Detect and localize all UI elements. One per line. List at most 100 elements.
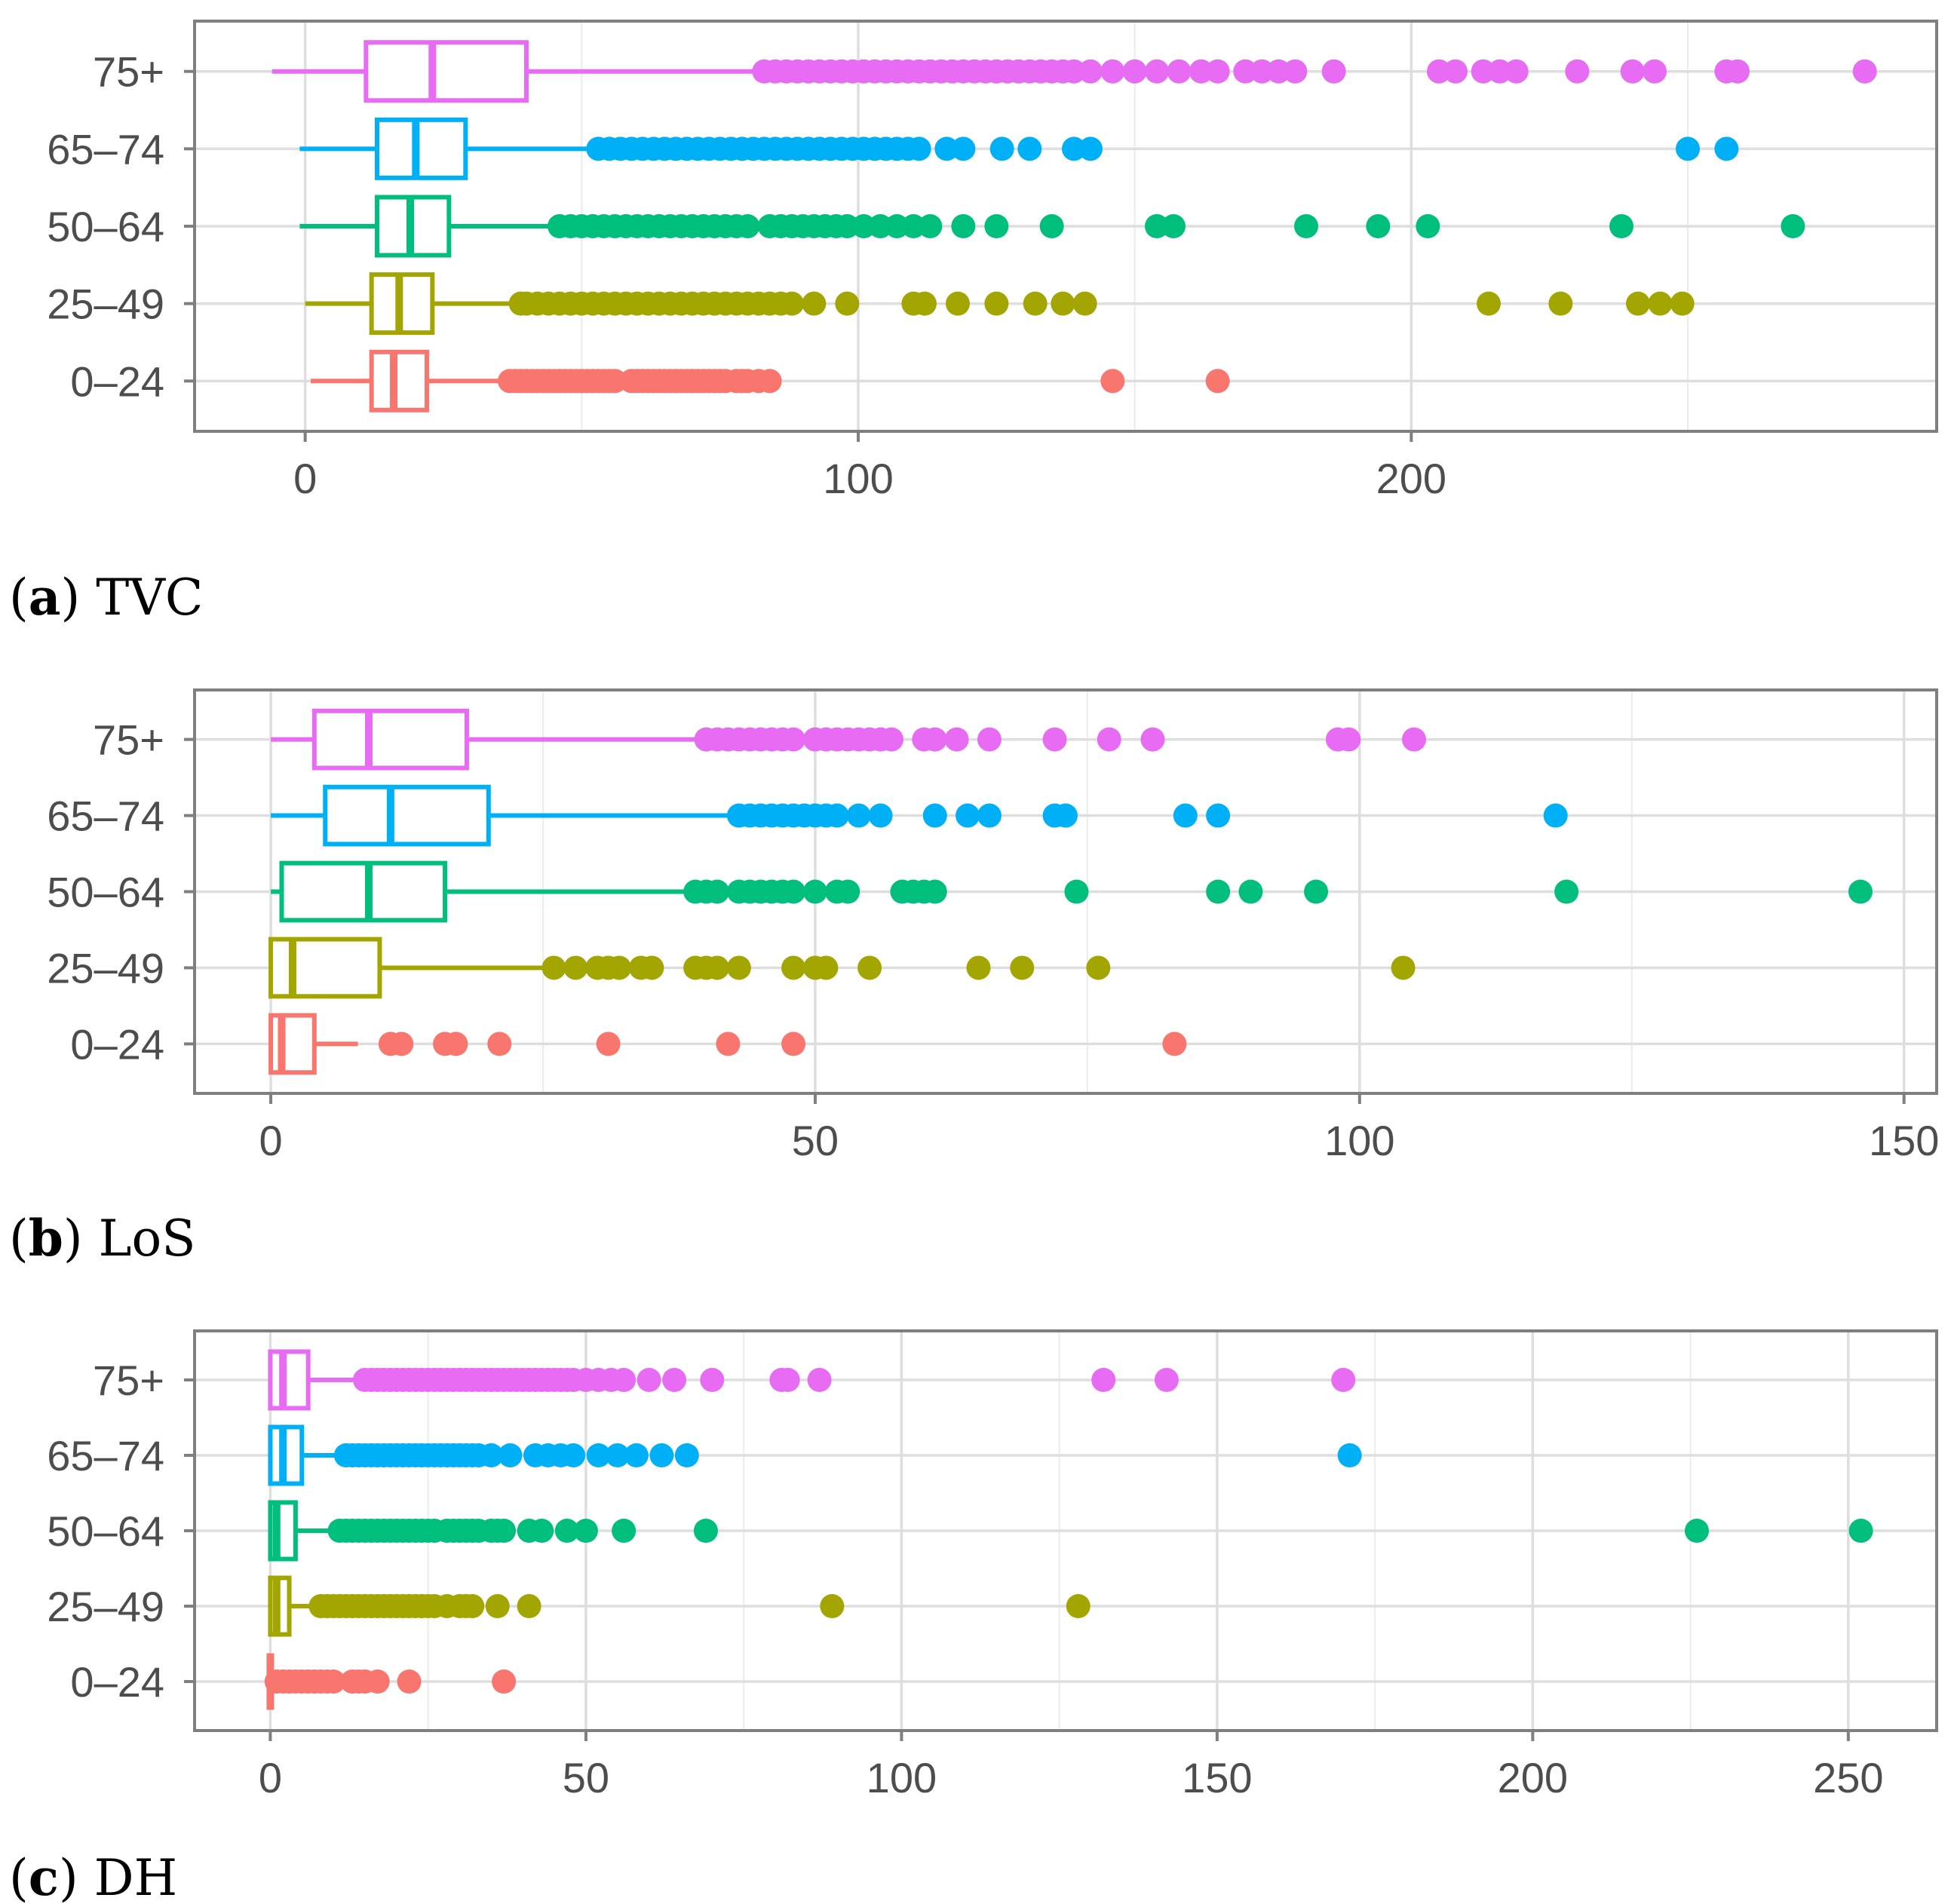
x-tick-label: 150 (1869, 1117, 1939, 1164)
outlier-point (662, 1368, 687, 1392)
y-tick-label: 65–74 (47, 125, 164, 173)
outlier-point (1477, 291, 1501, 316)
outlier-point (835, 291, 860, 316)
outlier-point (851, 214, 876, 238)
x-tick-label: 100 (867, 1754, 937, 1801)
outlier-point (1848, 879, 1873, 904)
outlier-point (1039, 214, 1064, 238)
outlier-point (1543, 803, 1568, 828)
caption-paren-close: ) (61, 569, 97, 627)
outlier-point (757, 369, 782, 394)
outlier-point (946, 291, 970, 316)
outlier-point (624, 1443, 649, 1467)
outlier-point (1017, 136, 1042, 161)
outlier-point (918, 214, 943, 238)
outlier-point (1554, 879, 1579, 904)
outlier-point (1676, 136, 1700, 161)
outlier-point (479, 1443, 504, 1467)
caption-text: DH (94, 1849, 177, 1904)
outlier-point (1161, 214, 1186, 238)
outlier-point (1010, 955, 1035, 980)
caption-paren-open: ( (9, 569, 29, 627)
outlier-point (1078, 59, 1103, 84)
y-tick-label: 0–24 (70, 1658, 164, 1706)
outlier-point (989, 136, 1014, 161)
outlier-point (1233, 59, 1258, 84)
outlier-point (781, 727, 806, 752)
box (323, 784, 491, 847)
outlier-point (1487, 59, 1512, 84)
y-tick-label: 50–64 (47, 1507, 164, 1555)
outlier-point (1072, 291, 1097, 316)
x-tick-label: 100 (1324, 1117, 1394, 1164)
outlier-point (1145, 214, 1169, 238)
outlier-point (1206, 803, 1231, 828)
outlier-point (1062, 59, 1086, 84)
x-tick-label: 50 (563, 1754, 609, 1801)
outlier-point (321, 1669, 346, 1694)
outlier-point (868, 803, 893, 828)
outlier-point (814, 955, 839, 980)
outlier-point (700, 1368, 725, 1392)
caption-dh: (c) DH (9, 1848, 177, 1904)
outlier-point (901, 214, 926, 238)
y-tick-label: 50–64 (47, 869, 164, 916)
outlier-point (693, 1519, 718, 1543)
outlier-point (365, 1669, 390, 1694)
outlier-point (820, 1594, 845, 1618)
outlier-point (780, 291, 804, 316)
y-tick-label: 0–24 (70, 357, 164, 405)
outlier-point (775, 1368, 800, 1392)
outlier-point (1062, 136, 1086, 161)
outlier-point (1122, 59, 1147, 84)
outlier-point (603, 369, 627, 394)
outlier-point (1042, 727, 1067, 752)
outlier-point (607, 955, 632, 980)
outlier-point (492, 1519, 517, 1543)
outlier-point (1078, 136, 1103, 161)
y-tick-label: 0–24 (70, 1020, 164, 1068)
outlier-point (1051, 291, 1075, 316)
outlier-point (922, 727, 947, 752)
outlier-point (868, 214, 893, 238)
outlier-point (640, 955, 664, 980)
y-tick-label: 65–74 (47, 793, 164, 840)
outlier-point (1140, 727, 1165, 752)
caption-paren-close: ) (59, 1849, 94, 1904)
outlier-point (498, 1443, 523, 1467)
outlier-point (802, 879, 827, 904)
box (364, 40, 529, 103)
caption-text: TVC (96, 569, 203, 627)
outlier-point (487, 1032, 512, 1056)
x-tick-label: 0 (293, 455, 317, 502)
outlier-point (1023, 291, 1048, 316)
outlier-point (705, 955, 729, 980)
outlier-point (1848, 1519, 1873, 1543)
outlier-point (1266, 59, 1291, 84)
outlier-point (1064, 879, 1089, 904)
series-65-74 (268, 1424, 1362, 1486)
outlier-point (605, 1443, 630, 1467)
outlier-point (1205, 369, 1230, 394)
panel-tvc: 0–24 25–49 50–64 65–74 75+ 0 100 200 (a) TVC (9, 20, 1938, 627)
x-tick-label: 250 (1813, 1754, 1883, 1801)
outlier-point (977, 803, 1002, 828)
outlier-point (389, 1032, 414, 1056)
outlier-point (1205, 59, 1230, 84)
caption-letter: a (29, 568, 61, 627)
outlier-point (1145, 59, 1169, 84)
outlier-point (1066, 1594, 1091, 1618)
outlier-point (1781, 214, 1805, 238)
outlier-point (1086, 955, 1111, 980)
outlier-point (1304, 879, 1329, 904)
outlier-point (966, 955, 991, 980)
outlier-point (1091, 1368, 1116, 1392)
series-75-plus (271, 40, 1877, 103)
box (311, 708, 469, 771)
outlier-point (705, 879, 729, 904)
caption-paren-close: ) (63, 1210, 99, 1268)
outlier-point (951, 136, 976, 161)
outlier-point (726, 955, 751, 980)
outlier-point (807, 1368, 832, 1392)
